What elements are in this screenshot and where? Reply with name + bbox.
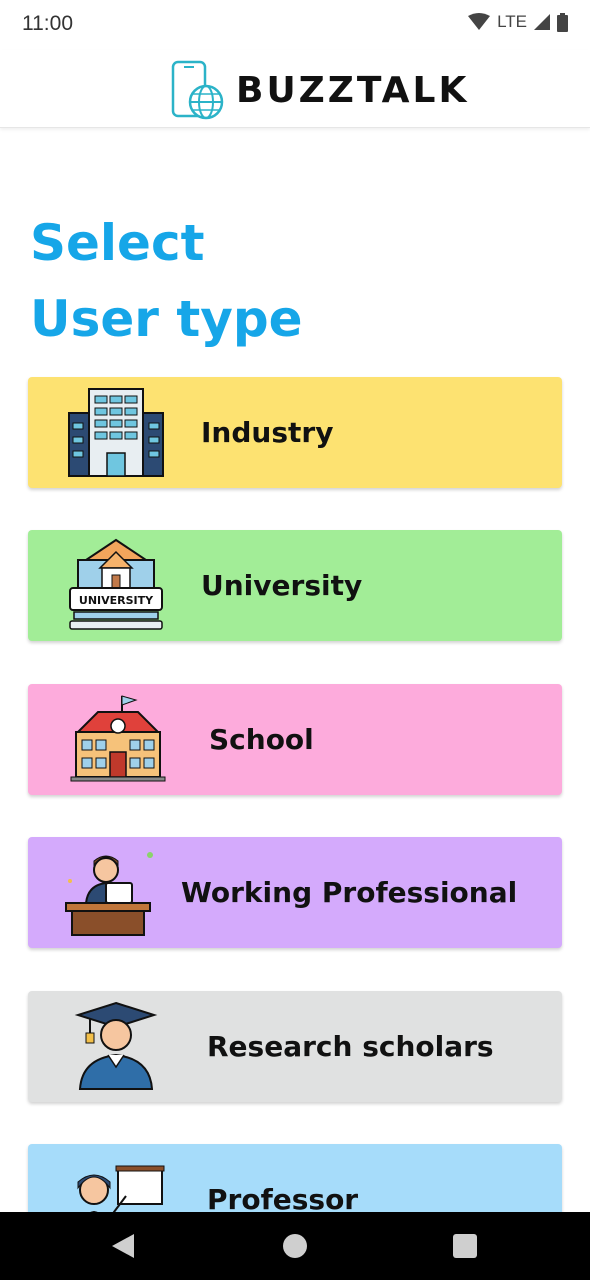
title-line-1: Select: [30, 214, 205, 272]
card-label: Professor: [207, 1183, 359, 1216]
recents-icon[interactable]: [453, 1234, 477, 1258]
card-label: Industry: [201, 416, 334, 449]
app-header: BUZZTALK: [0, 50, 590, 128]
user-type-industry-card[interactable]: Industry: [28, 377, 562, 488]
app-name: BUZZTALK: [236, 69, 470, 111]
card-label: University: [201, 569, 363, 602]
app-logo: BUZZTALK: [170, 60, 469, 120]
status-time: 11:00: [22, 12, 73, 35]
wifi-icon: [468, 13, 491, 30]
user-type-school-card[interactable]: School: [28, 684, 562, 795]
signal-icon: [534, 14, 550, 30]
professional-icon: [65, 852, 153, 936]
card-label: School: [209, 723, 314, 756]
card-label: Working Professional: [181, 876, 518, 909]
graduate-icon: [74, 1001, 158, 1090]
page-title: Select User type: [30, 205, 303, 357]
phone-globe-icon: [171, 60, 224, 120]
system-nav-bar: [0, 1212, 590, 1280]
svg-text:UNIVERSITY: UNIVERSITY: [79, 594, 154, 607]
university-icon: UNIVERSITY: [69, 538, 163, 630]
status-bar: 11:00 LTE: [0, 0, 590, 50]
school-icon: [70, 695, 166, 782]
home-icon[interactable]: [283, 1234, 307, 1258]
building-icon: [68, 388, 164, 477]
status-icons: LTE: [467, 12, 568, 32]
user-type-university-card[interactable]: UNIVERSITY University: [28, 530, 562, 641]
title-line-2: User type: [30, 290, 303, 348]
user-type-research-scholars-card[interactable]: Research scholars: [28, 991, 562, 1102]
user-type-working-professional-card[interactable]: Working Professional: [28, 837, 562, 948]
back-icon[interactable]: [112, 1234, 134, 1258]
battery-icon: [557, 12, 568, 32]
network-label: LTE: [497, 12, 527, 31]
card-label: Research scholars: [207, 1030, 494, 1063]
